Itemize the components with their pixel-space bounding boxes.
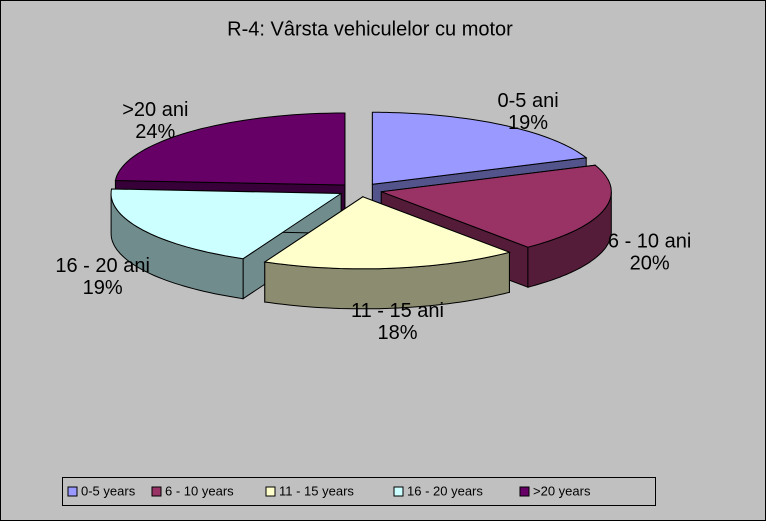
legend-label: 0-5 years: [81, 483, 136, 498]
data-label-name: 11 - 15 ani: [351, 300, 444, 322]
slice-top: [114, 112, 346, 186]
data-label-name: 0-5 ani: [497, 90, 558, 112]
data-label-name: 6 - 10 ani: [608, 231, 691, 253]
legend-swatch: [265, 486, 276, 497]
data-label-value: 19%: [508, 112, 548, 134]
legend-swatch: [393, 486, 404, 497]
slice-top: [263, 196, 512, 270]
legend-swatch: [151, 486, 162, 497]
data-label-value: 18%: [377, 322, 417, 344]
data-label-value: 20%: [630, 253, 670, 275]
data-label-name: >20 ani: [122, 99, 188, 121]
pie-slice: [263, 195, 512, 310]
legend-swatch: [519, 486, 530, 497]
slice-top: [381, 164, 612, 248]
slice-top: [110, 188, 343, 260]
data-label-value: 24%: [135, 121, 175, 143]
legend-swatch: [67, 486, 78, 497]
legend-label: 16 - 20 years: [407, 483, 483, 498]
chart-title: R-4: Vârsta vehiculelor cu motor: [227, 18, 513, 40]
legend-label: 11 - 15 years: [279, 483, 354, 498]
legend-label: 6 - 10 years: [165, 483, 234, 498]
data-label-value: 19%: [83, 277, 123, 299]
data-label-name: 16 - 20 ani: [55, 255, 150, 277]
legend-label: >20 years: [533, 483, 591, 498]
slice-top: [371, 111, 588, 185]
